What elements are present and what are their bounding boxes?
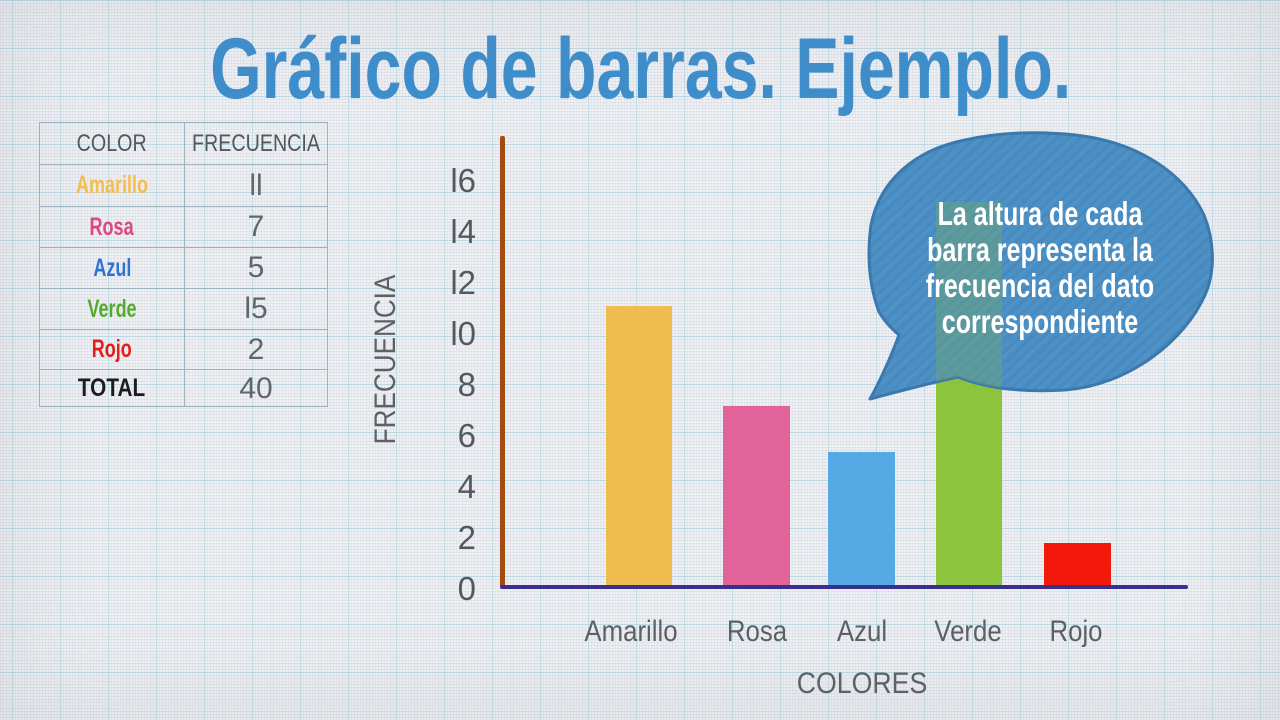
- svg-text:barra representa la: barra representa la: [927, 232, 1153, 269]
- svg-text:frecuencia del dato: frecuencia del dato: [926, 268, 1154, 305]
- svg-text:correspondiente: correspondiente: [942, 304, 1138, 341]
- svg-text:La altura de cada: La altura de cada: [938, 196, 1143, 233]
